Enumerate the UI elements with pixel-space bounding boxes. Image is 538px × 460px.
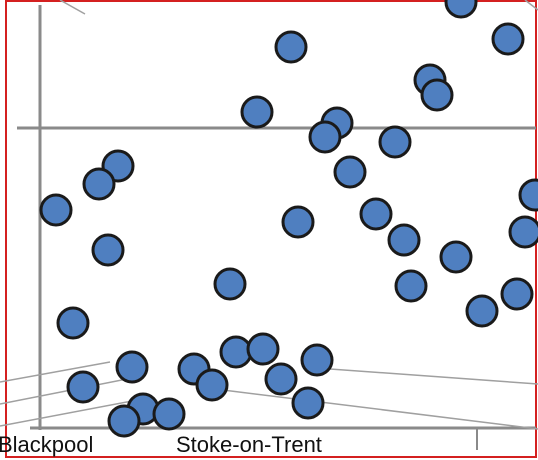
data-point-28: [300, 343, 334, 377]
data-point-15: [281, 205, 315, 239]
data-point-33: [66, 370, 100, 404]
data-point-36: [152, 397, 186, 431]
leader-lines-group: [0, 0, 538, 430]
leader-line: [214, 388, 538, 430]
data-point-20: [439, 240, 473, 274]
data-point-18: [387, 223, 421, 257]
data-point-8: [308, 120, 342, 154]
data-point-32: [195, 368, 229, 402]
data-point-2: [274, 30, 308, 64]
data-point-29: [115, 350, 149, 384]
data-point-21: [213, 267, 247, 301]
data-point-12: [333, 155, 367, 189]
data-point-26: [219, 335, 253, 369]
data-point-16: [518, 178, 538, 212]
leader-line: [0, 377, 133, 405]
data-point-3: [491, 22, 525, 56]
data-point-34: [291, 386, 325, 420]
data-point-17: [508, 215, 538, 249]
data-point-1: [444, 0, 478, 19]
data-point-37: [107, 404, 141, 438]
data-point-22: [394, 269, 428, 303]
data-point-23: [500, 277, 534, 311]
annotation-label-blackpool: Blackpool: [0, 432, 93, 457]
data-point-31: [264, 362, 298, 396]
data-point-24: [465, 294, 499, 328]
annotation-labels-group: Blackpool Stoke-on-Trent: [0, 432, 322, 457]
leader-line: [329, 368, 538, 385]
data-point-5: [420, 78, 454, 112]
data-point-19: [91, 233, 125, 267]
data-point-25: [56, 306, 90, 340]
data-point-14: [359, 197, 393, 231]
leader-line: [0, 397, 149, 427]
data-point-27: [246, 332, 280, 366]
data-point-9: [378, 125, 412, 159]
annotation-label-stoke-on-trent: Stoke-on-Trent: [176, 432, 322, 457]
top-leader-line: [59, 0, 86, 15]
data-points-group: [39, 0, 538, 438]
data-point-6: [240, 95, 274, 129]
data-point-11: [82, 167, 116, 201]
data-point-13: [39, 193, 73, 227]
top-leader-line: [524, 0, 538, 11]
leader-line: [0, 361, 111, 383]
